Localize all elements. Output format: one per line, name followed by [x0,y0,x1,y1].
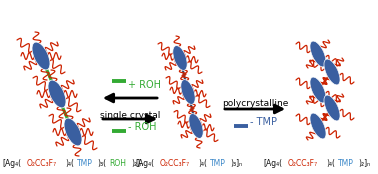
Text: - ROH: - ROH [128,122,156,132]
Ellipse shape [324,95,340,121]
Text: O₂CC₃F₇: O₂CC₃F₇ [27,159,57,168]
Text: TMP: TMP [338,159,354,168]
Text: [Ag₄(: [Ag₄( [263,159,282,168]
Ellipse shape [189,114,203,138]
Ellipse shape [310,41,326,67]
Text: )₄(: )₄( [326,159,335,168]
Ellipse shape [64,118,82,146]
Text: polycrystalline: polycrystalline [222,99,288,108]
Text: )₃(: )₃( [98,159,107,168]
Text: O₂CC₃F₇: O₂CC₃F₇ [160,159,190,168]
Text: [Ag₄(: [Ag₄( [135,159,154,168]
Ellipse shape [310,113,326,139]
Text: )₄(: )₄( [198,159,208,168]
Ellipse shape [48,80,66,108]
Ellipse shape [181,80,195,104]
Text: )₄(: )₄( [65,159,74,168]
Text: ROH: ROH [109,159,126,168]
Text: )₃]ₙ: )₃]ₙ [231,159,243,168]
Text: [Ag₄(: [Ag₄( [2,159,21,168]
Ellipse shape [173,46,187,70]
Ellipse shape [310,77,326,103]
Ellipse shape [32,42,50,70]
Text: )₂]ₙ: )₂]ₙ [358,159,370,168]
Text: - TMP: - TMP [250,117,277,127]
Text: O₂CC₃F₇: O₂CC₃F₇ [288,159,318,168]
Ellipse shape [324,59,340,85]
Text: single crystal: single crystal [100,111,160,120]
Text: )₂]ₙ: )₂]ₙ [131,159,143,168]
Text: TMP: TMP [210,159,226,168]
Text: TMP: TMP [77,159,93,168]
Text: + ROH: + ROH [128,80,161,90]
